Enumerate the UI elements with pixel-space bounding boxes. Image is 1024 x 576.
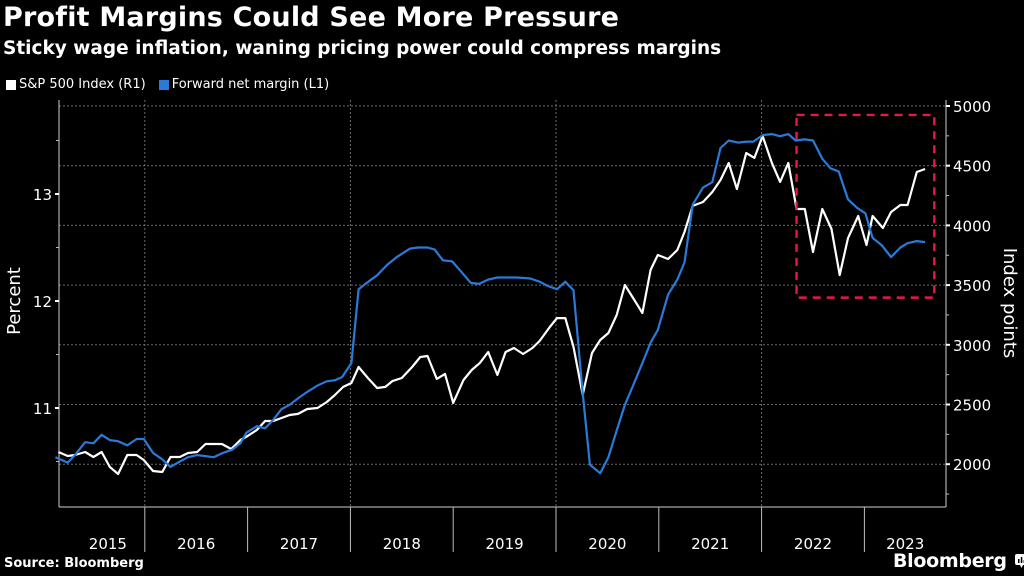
x-tick-label: 2021 [691, 535, 729, 553]
x-tick-label: 2016 [177, 535, 215, 553]
y-left-tick-label: 13 [33, 186, 52, 204]
gridlines [59, 100, 946, 507]
y-left-axis-labels: 11 12 13 [33, 186, 52, 418]
y-right-tick-label: 2000 [953, 456, 991, 474]
legend-label-sp500: S&P 500 Index (R1) [19, 77, 146, 92]
chart-subtitle: Sticky wage inflation, waning pricing po… [3, 38, 722, 59]
axes [55, 100, 950, 552]
x-tick-label: 2015 [89, 535, 127, 553]
legend: S&P 500 Index (R1) Forward net margin (L… [6, 77, 342, 92]
legend-item-margin: Forward net margin (L1) [158, 77, 330, 92]
y-right-tick-label: 4500 [953, 158, 991, 176]
x-axis-labels: 2015 2016 2017 2018 2019 2020 2021 2022 2023 [89, 535, 924, 553]
y-right-tick-label: 5000 [953, 98, 991, 116]
x-tick-label: 2018 [383, 535, 421, 553]
legend-item-sp500: S&P 500 Index (R1) [6, 77, 146, 92]
y-left-tick-label: 11 [33, 400, 52, 418]
x-tick-label: 2019 [486, 535, 524, 553]
x-tick-label: 2020 [588, 535, 626, 553]
legend-label-margin: Forward net margin (L1) [171, 77, 330, 92]
legend-swatch-margin [158, 79, 169, 90]
forward-margin-line [54, 133, 926, 475]
x-tick-label: 2022 [794, 535, 832, 553]
y-right-tick-label: 2500 [953, 397, 991, 415]
y-right-tick-label: 3000 [953, 337, 991, 355]
brand-text: Bloomberg [893, 550, 1007, 572]
y-left-tick-label: 12 [33, 293, 52, 311]
y-right-axis-title: Index points [999, 248, 1020, 359]
y-right-tick-label: 3500 [953, 277, 991, 295]
bloomberg-chart-icon [1014, 554, 1024, 568]
x-tick-label: 2017 [280, 535, 318, 553]
legend-swatch-sp500 [6, 79, 16, 90]
y-left-axis-title: Percent [4, 267, 25, 335]
source-note: Source: Bloomberg [4, 556, 144, 571]
x-tick-label: 2023 [886, 535, 924, 553]
bloomberg-logo: Bloomberg [893, 550, 1024, 572]
highlight-box [795, 113, 936, 299]
series-lines [54, 133, 926, 476]
sp500-line [57, 134, 926, 476]
chart-title: Profit Margins Could See More Pressure [3, 2, 620, 33]
y-right-axis-labels: 2000 2500 3000 3500 4000 4500 5000 [953, 98, 991, 474]
y-right-tick-label: 4000 [953, 217, 991, 235]
